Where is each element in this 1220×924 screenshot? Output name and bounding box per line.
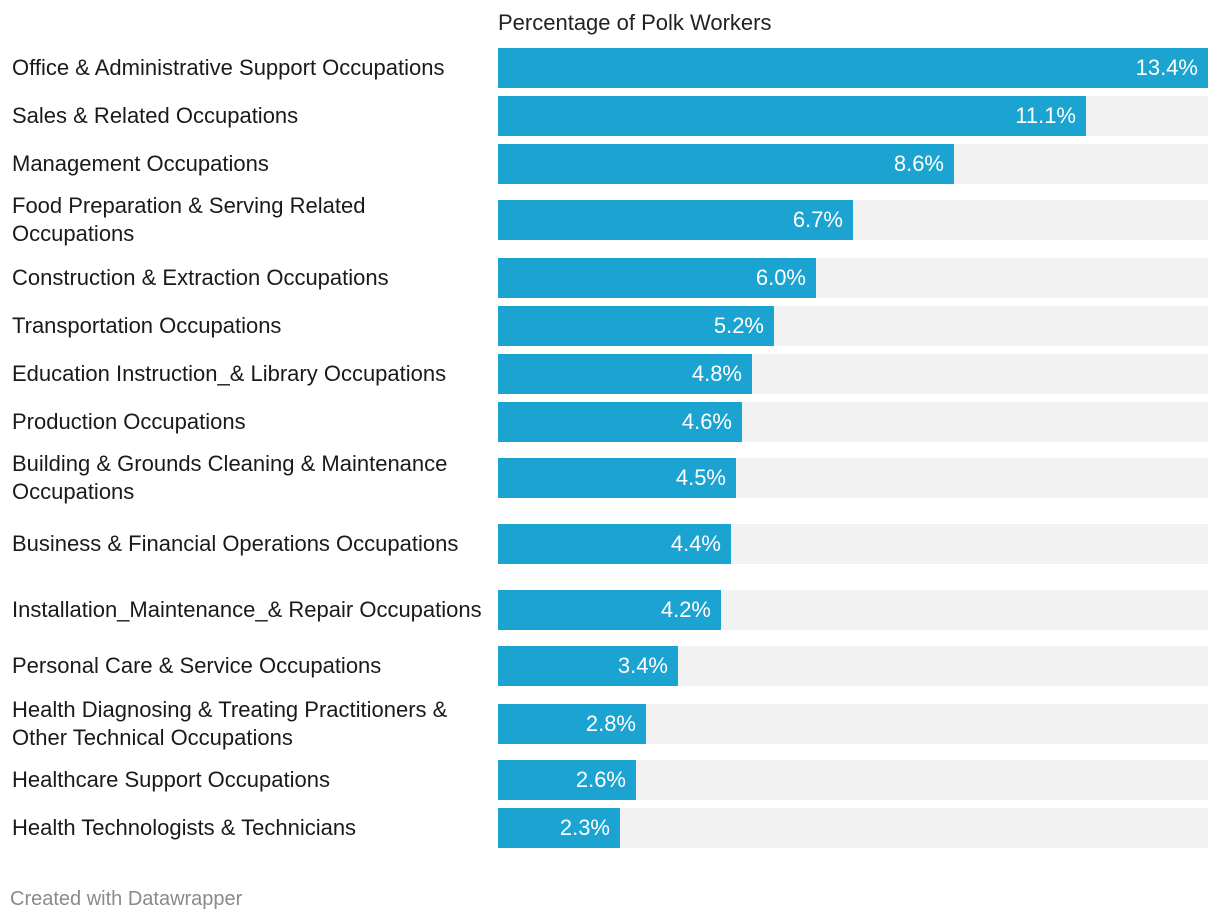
category-label-text: Business & Financial Operations Occupati… [12,531,459,556]
bar-track: 4.5% [498,458,1208,498]
category-label-text: Building & Grounds Cleaning & Maintenanc… [12,451,448,504]
bar-track: 2.3% [498,808,1208,848]
category-label-text: Transportation Occupations [12,313,282,338]
category-label-text: Education Instruction_& Library Occupati… [12,361,447,386]
category-label-text: Healthcare Support Occupations [12,767,330,792]
bar [498,200,853,240]
category-label: Sales & Related Occupations [12,96,490,136]
category-label: Health Diagnosing & Treating Practitione… [12,695,490,753]
value-label: 2.6% [575,767,626,792]
category-label: Healthcare Support Occupations [12,760,490,800]
bar-track: 2.8% [498,704,1208,744]
category-label: Food Preparation & Serving Related Occup… [12,191,490,249]
bar-track: 13.4% [498,48,1208,88]
column-header: Percentage of Polk Workers [498,10,772,35]
category-label-text: Management Occupations [12,151,269,176]
value-label: 13.4% [1135,55,1198,80]
bar [498,354,752,394]
bar [498,704,646,744]
category-label-text: Construction & Extraction Occupations [12,265,389,290]
category-label-text: Office & Administrative Support Occupati… [12,55,445,80]
category-label: Management Occupations [12,144,490,184]
bar-track: 4.8% [498,354,1208,394]
bar [498,306,774,346]
value-label: 4.6% [681,409,732,434]
category-label: Office & Administrative Support Occupati… [12,48,490,88]
bar-track: 2.6% [498,760,1208,800]
value-label: 4.4% [670,531,721,556]
bar-track: 4.2% [498,590,1208,630]
category-label-text: Production Occupations [12,409,246,434]
category-label-text: Health Diagnosing & Treating Practitione… [12,697,448,750]
category-label: Installation_Maintenance_& Repair Occupa… [12,581,490,639]
category-label: Construction & Extraction Occupations [12,258,490,298]
category-label: Production Occupations [12,402,490,442]
bar [498,524,731,564]
category-label: Health Technologists & Technicians [12,808,490,848]
category-label: Education Instruction_& Library Occupati… [12,354,490,394]
bar-track: 3.4% [498,646,1208,686]
bar [498,760,636,800]
bar [498,646,678,686]
category-label-text: Personal Care & Service Occupations [12,653,382,678]
value-label: 2.8% [585,711,636,736]
category-label-text: Installation_Maintenance_& Repair Occupa… [12,597,482,622]
bar [498,808,620,848]
bar [498,458,736,498]
bar-track: 6.7% [498,200,1208,240]
value-label: 11.1% [1015,103,1076,128]
value-label: 4.5% [675,465,726,490]
bar [498,402,742,442]
value-label: 6.7% [792,207,843,232]
value-label: 6.0% [755,265,806,290]
category-label: Building & Grounds Cleaning & Maintenanc… [12,449,490,507]
bar [498,144,954,184]
bar [498,96,1086,136]
value-label: 8.6% [893,151,944,176]
bar-track: 5.2% [498,306,1208,346]
bar-track: 4.6% [498,402,1208,442]
category-label-text: Sales & Related Occupations [12,103,299,128]
value-label: 3.4% [617,653,668,678]
category-label: Personal Care & Service Occupations [12,646,490,686]
bar-track: 11.1% [498,96,1208,136]
bar [498,258,816,298]
value-label: 4.2% [660,597,711,622]
value-label: 4.8% [691,361,742,386]
category-label: Transportation Occupations [12,306,490,346]
bar [498,48,1208,88]
value-label: 2.3% [559,815,610,840]
bar-track: 4.4% [498,524,1208,564]
category-label: Business & Financial Operations Occupati… [12,524,490,564]
bar-track: 8.6% [498,144,1208,184]
bar [498,590,721,630]
category-label-text: Health Technologists & Technicians [12,815,357,840]
bar-track: 6.0% [498,258,1208,298]
value-label: 5.2% [713,313,764,338]
datawrapper-credit: Created with Datawrapper [10,888,243,910]
category-label-text: Food Preparation & Serving Related Occup… [12,193,366,246]
